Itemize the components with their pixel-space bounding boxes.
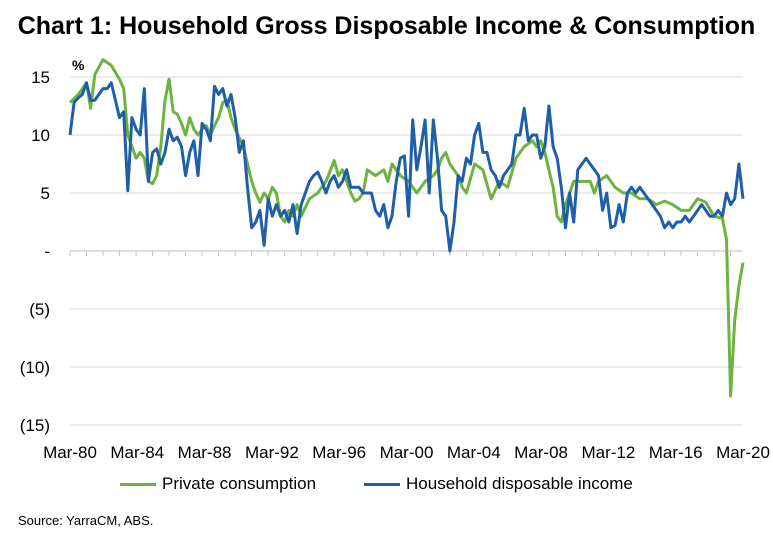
x-tick-label: Mar-84 (110, 443, 164, 462)
legend-item-household-disposable-income: Household disposable income (364, 474, 633, 494)
y-axis-unit: % (72, 57, 85, 73)
x-tick-label: Mar-20 (716, 443, 770, 462)
source-note: Source: YarraCM, ABS. (18, 513, 154, 528)
x-axis: Mar-80 Mar-84 Mar-88 Mar-92 Mar-96 Mar-00 Mar-… (43, 250, 770, 462)
x-tick-label: Mar-16 (649, 443, 703, 462)
y-tick-label: (10) (20, 358, 50, 377)
x-tick-label: Mar-04 (447, 443, 501, 462)
y-tick-label: (5) (29, 300, 50, 319)
x-tick-label: Mar-08 (514, 443, 568, 462)
chart-title: Chart 1: Household Gross Disposable Inco… (17, 12, 756, 40)
x-tick-label: Mar-88 (178, 443, 232, 462)
legend-swatch-household-disposable-income (364, 482, 401, 486)
x-tick-label: Mar-92 (245, 443, 299, 462)
legend-label-household-disposable-income: Household disposable income (406, 474, 633, 493)
y-tick-label: - (44, 242, 50, 261)
y-tick-label: 5 (41, 184, 50, 203)
x-tick-label: Mar-96 (312, 443, 366, 462)
legend: Private consumption Household disposable… (120, 474, 681, 494)
y-tick-label: 15 (31, 68, 50, 87)
x-tick-label: Mar-00 (380, 443, 434, 462)
legend-item-private-consumption: Private consumption (120, 474, 316, 494)
y-tick-label: (15) (20, 416, 50, 435)
series-lines (68, 58, 745, 398)
legend-swatch-private-consumption (120, 482, 156, 486)
series-line-household-disposable-income (68, 81, 745, 253)
x-tick-label: Mar-12 (581, 443, 635, 462)
legend-label-private-consumption: Private consumption (162, 474, 317, 493)
x-tick-label: Mar-80 (43, 443, 97, 462)
series-line-private-consumption (68, 58, 745, 398)
y-axis-ticks: 15 10 5 - (5) (10) (15) (20, 68, 50, 435)
y-tick-label: 10 (31, 126, 50, 145)
